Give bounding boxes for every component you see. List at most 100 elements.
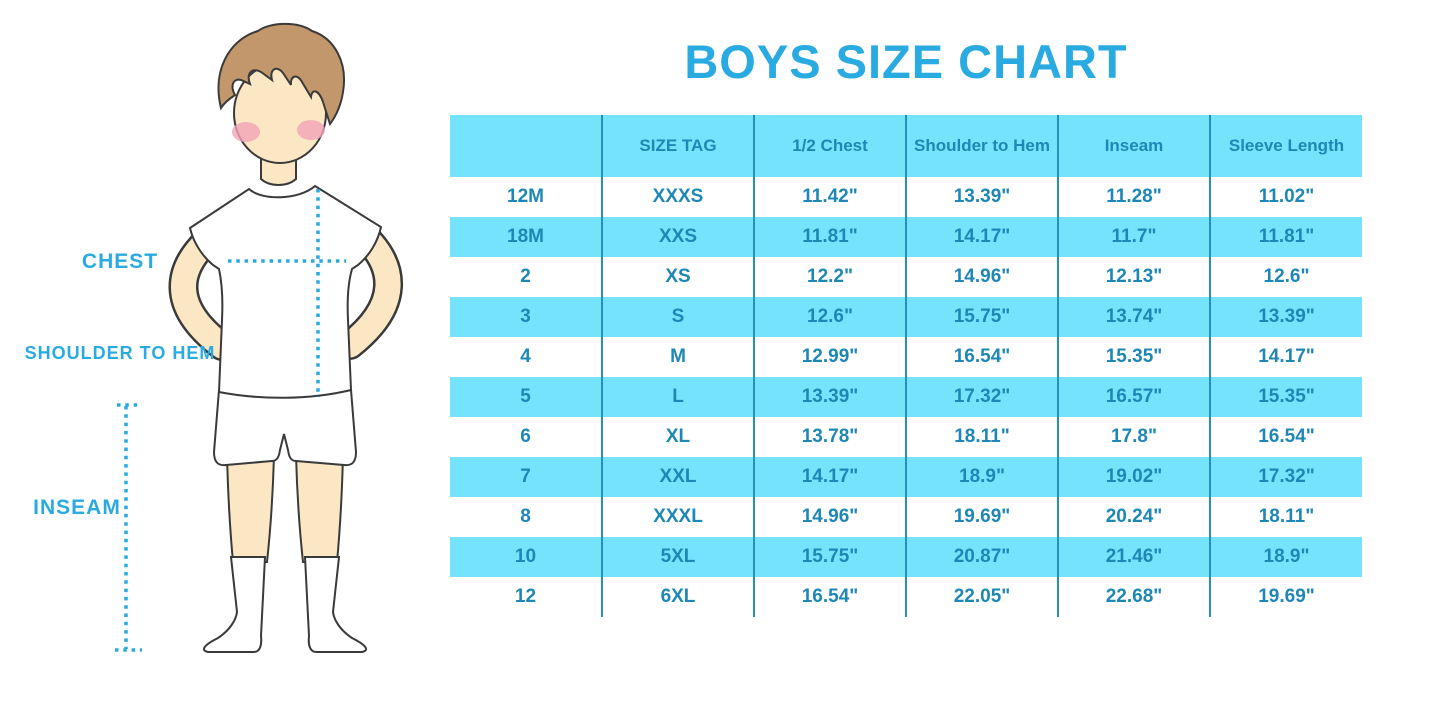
table-row: 18M XXS 11.81" 14.17" 11.7" 11.81" (450, 217, 1362, 257)
size-table: SIZE TAG 1/2 Chest Shoulder to Hem Insea… (450, 115, 1362, 617)
table-cell: 13.39" (753, 377, 906, 417)
table-cell: 14.17" (905, 217, 1058, 257)
row-size-label: 7 (450, 457, 602, 497)
measurement-diagram: CHEST SHOULDER TO HEM INSEAM (0, 0, 445, 723)
table-cell: 12.99" (753, 337, 906, 377)
table-cell: 11.28" (1057, 177, 1210, 217)
table-row: 5 L 13.39" 17.32" 16.57" 15.35" (450, 377, 1362, 417)
inseam-label: INSEAM (33, 496, 121, 519)
row-size-label: 4 (520, 346, 531, 367)
table-cell: 18.11" (905, 417, 1058, 457)
table-cell: 15.35" (1209, 377, 1362, 417)
size-table-body: 12M XXXS 11.42" 13.39" 11.28" 11.02" 18M XXS 11.… (450, 177, 1362, 617)
table-cell: 12.13" (1057, 257, 1210, 297)
table-cell: 16.54" (753, 577, 906, 617)
boy-shorts (212, 388, 358, 467)
table-row: 7 XXL 14.17" 18.9" 19.02" 17.32" (450, 457, 1362, 497)
table-cell: 14.96" (905, 257, 1058, 297)
header-cell-size-tag: SIZE TAG (601, 115, 754, 177)
table-cell: 15.75" (905, 297, 1058, 337)
header-cell-half-chest: 1/2 Chest (753, 115, 906, 177)
table-cell: 15.35" (1057, 337, 1210, 377)
table-cell: 13.74" (1057, 297, 1210, 337)
table-cell: 11.81" (753, 217, 906, 257)
boy-hair (217, 22, 345, 127)
table-cell: 18.9" (1209, 537, 1362, 577)
table-cell: 12.6" (1209, 257, 1362, 297)
header-cell-sleeve-length: Sleeve Length (1209, 115, 1362, 177)
row-size-label: 3 (450, 297, 602, 337)
row-size-label: 6 (520, 426, 531, 447)
shoulder-to-hem-label: SHOULDER TO HEM (25, 343, 216, 363)
boy-socks (203, 556, 367, 653)
table-cell: 16.54" (905, 337, 1058, 377)
table-cell: XL (601, 417, 754, 457)
table-cell: 17.32" (905, 377, 1058, 417)
table-cell: XS (601, 257, 754, 297)
table-row: 10 5XL 15.75" 20.87" 21.46" 18.9" (450, 537, 1362, 577)
header-cell-inseam: Inseam (1057, 115, 1210, 177)
table-row: 8 XXXL 14.96" 19.69" 20.24" 18.11" (450, 497, 1362, 537)
measurement-guides (115, 189, 346, 652)
size-table-header: SIZE TAG 1/2 Chest Shoulder to Hem Insea… (450, 115, 1362, 177)
row-size-label: 10 (450, 537, 602, 577)
header-cell-size (450, 115, 602, 177)
table-cell: 22.68" (1057, 577, 1210, 617)
table-cell: XXXL (601, 497, 754, 537)
table-cell: S (601, 297, 754, 337)
table-cell: 20.87" (905, 537, 1058, 577)
table-cell: XXL (601, 457, 754, 497)
table-cell: 19.02" (1057, 457, 1210, 497)
table-row: 3 S 12.6" 15.75" 13.74" 13.39" (450, 297, 1362, 337)
boy-legs (225, 454, 345, 563)
table-cell: 12.2" (753, 257, 906, 297)
table-cell: 6XL (601, 577, 754, 617)
table-cell: 12.6" (753, 297, 906, 337)
table-cell: L (601, 377, 754, 417)
table-cell: 16.57" (1057, 377, 1210, 417)
boy-blush (232, 120, 325, 142)
row-size-label: 2 (520, 266, 531, 287)
table-cell: 13.78" (753, 417, 906, 457)
table-cell: 17.8" (1057, 417, 1210, 457)
table-cell: XXS (601, 217, 754, 257)
header-cell-shoulder-to-hem: Shoulder to Hem (905, 115, 1058, 177)
table-cell: 13.39" (1209, 297, 1362, 337)
table-cell: 14.17" (753, 457, 906, 497)
table-cell: 18.11" (1209, 497, 1362, 537)
table-cell: 20.24" (1057, 497, 1210, 537)
boy-figure-illustration: CHEST SHOULDER TO HEM INSEAM (25, 22, 404, 653)
boy-shirt (188, 184, 383, 399)
table-cell: 14.17" (1209, 337, 1362, 377)
table-cell: 14.96" (753, 497, 906, 537)
table-row: 12 6XL 16.54" 22.05" 22.68" 19.69" (450, 577, 1362, 617)
table-cell: 11.7" (1057, 217, 1210, 257)
table-cell: 13.39" (905, 177, 1058, 217)
row-size-label: 12M (507, 186, 544, 207)
table-row: 12M XXXS 11.42" 13.39" 11.28" 11.02" (450, 177, 1362, 217)
table-cell: 11.81" (1209, 217, 1362, 257)
row-size-label: 12 (514, 586, 537, 607)
header-row: SIZE TAG 1/2 Chest Shoulder to Hem Insea… (450, 115, 1362, 177)
table-cell: 16.54" (1209, 417, 1362, 457)
row-size-label: 8 (520, 506, 531, 527)
size-chart-panel: BOYS SIZE CHART SIZE TAG 1/2 Chest Shoul… (450, 0, 1362, 617)
chest-label: CHEST (82, 250, 158, 273)
table-cell: 5XL (601, 537, 754, 577)
table-cell: 11.42" (753, 177, 906, 217)
table-cell: M (601, 337, 754, 377)
table-cell: 19.69" (905, 497, 1058, 537)
table-cell: 18.9" (905, 457, 1058, 497)
table-cell: 17.32" (1209, 457, 1362, 497)
row-size-label: 5 (450, 377, 602, 417)
table-cell: 22.05" (905, 577, 1058, 617)
page-title: BOYS SIZE CHART (684, 35, 1128, 88)
table-row: 4 M 12.99" 16.54" 15.35" 14.17" (450, 337, 1362, 377)
table-cell: 11.02" (1209, 177, 1362, 217)
table-row: 6 XL 13.78" 18.11" 17.8" 16.54" (450, 417, 1362, 457)
table-cell: 21.46" (1057, 537, 1210, 577)
table-cell: 15.75" (753, 537, 906, 577)
table-cell: XXXS (601, 177, 754, 217)
table-row: 2 XS 12.2" 14.96" 12.13" 12.6" (450, 257, 1362, 297)
table-cell: 19.69" (1209, 577, 1362, 617)
